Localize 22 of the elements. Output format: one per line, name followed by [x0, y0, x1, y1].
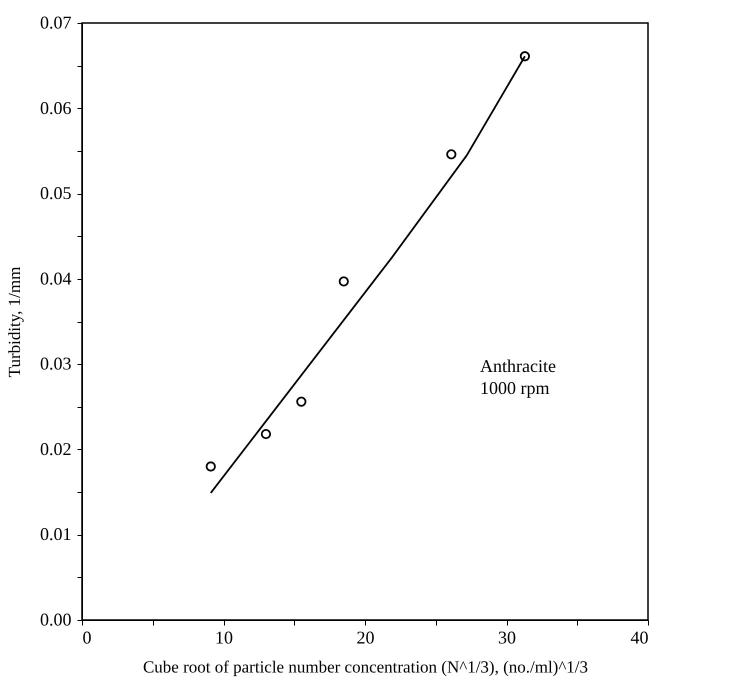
point	[338, 276, 349, 286]
point	[296, 396, 306, 407]
x-axis-title: Cube root of particle number concentration (N^1/3), (no./ml)^1/3	[142, 658, 588, 676]
y-axis-title: Turbidity, 1/mm	[5, 266, 24, 378]
y-tick-label: 0.06	[40, 98, 72, 118]
text: 0.00	[40, 610, 72, 630]
annotation: Anthracite 1000 rpm	[480, 356, 556, 398]
y-tick-label: 0.04	[40, 268, 72, 288]
y-tick-label: 0.03	[40, 354, 72, 374]
x-tick-label: 10	[215, 628, 233, 648]
y-tick-label: 0.02	[40, 438, 72, 459]
y-tick-label: 0.07	[40, 12, 72, 32]
x-tick-label: 0	[82, 628, 92, 648]
x-tick-label: 40	[630, 628, 648, 648]
point	[206, 461, 216, 472]
x-tick-label: 30	[498, 628, 516, 648]
point	[520, 51, 530, 62]
x-tick-label: 20	[356, 628, 374, 648]
y-tick-label: 0.01	[40, 524, 72, 544]
y-tick-label: 0.05	[40, 183, 72, 204]
point	[446, 149, 456, 160]
point	[260, 429, 272, 440]
